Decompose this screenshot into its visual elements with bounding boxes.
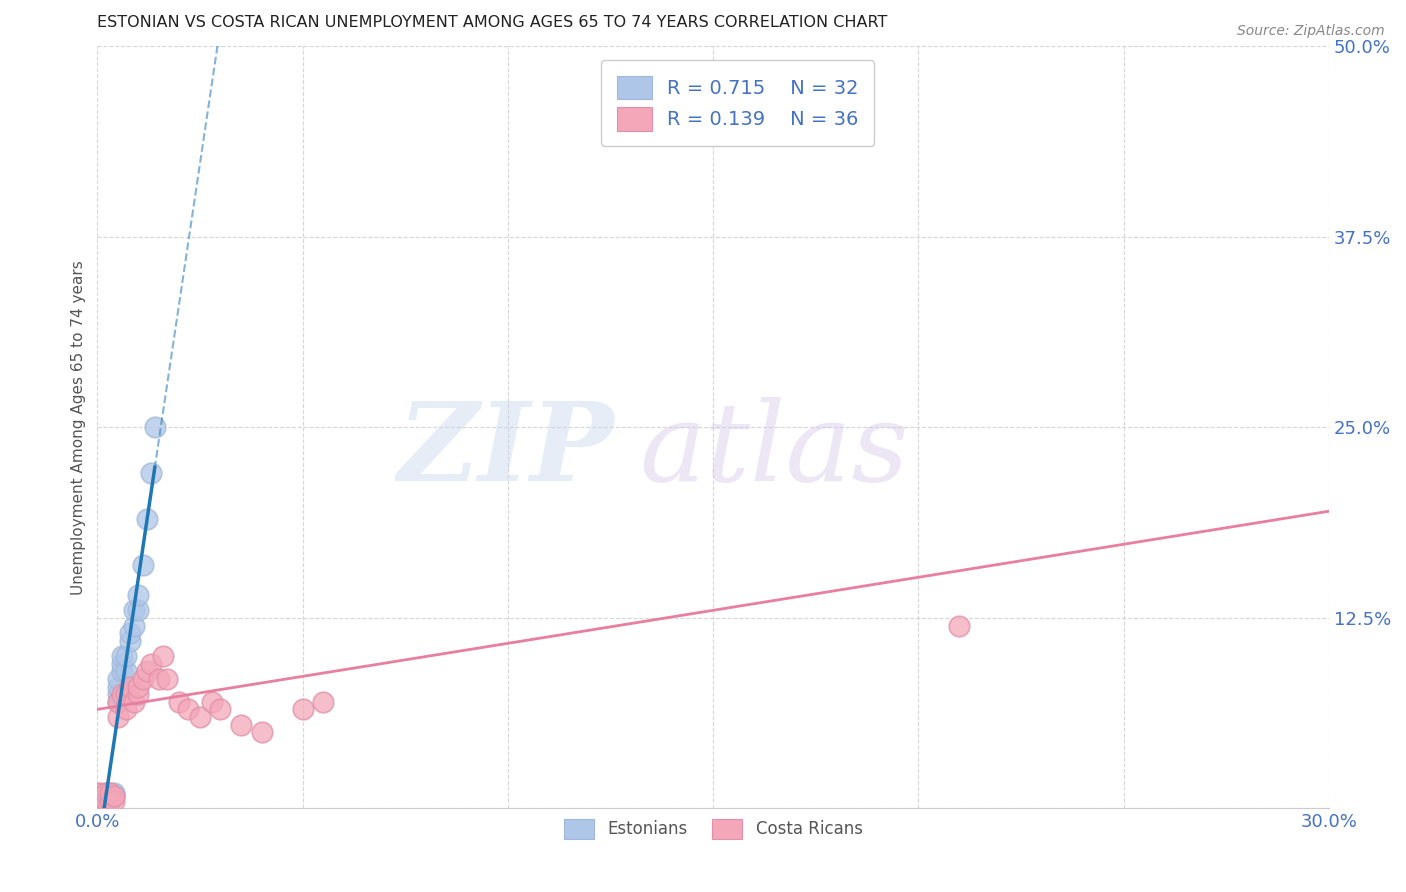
Point: [94, 794, 117, 808]
Point: [98, 786, 121, 800]
Point: [111, 648, 134, 663]
Text: atlas: atlas: [640, 397, 908, 504]
Point: [107, 695, 129, 709]
Point: [98, 790, 121, 805]
Point: [86, 786, 108, 800]
Point: [209, 702, 232, 716]
Point: [127, 687, 149, 701]
Point: [103, 786, 125, 800]
Point: [103, 789, 125, 804]
Point: [111, 657, 134, 671]
Point: [98, 788, 121, 802]
Point: [107, 672, 129, 686]
Point: [111, 665, 134, 679]
Text: ESTONIAN VS COSTA RICAN UNEMPLOYMENT AMONG AGES 65 TO 74 YEARS CORRELATION CHART: ESTONIAN VS COSTA RICAN UNEMPLOYMENT AMO…: [97, 15, 887, 30]
Point: [291, 702, 314, 716]
Text: ZIP: ZIP: [398, 397, 614, 504]
Point: [139, 466, 162, 480]
Point: [90, 786, 112, 800]
Point: [948, 618, 970, 632]
Point: [124, 695, 146, 709]
Point: [90, 789, 112, 804]
Point: [115, 648, 138, 663]
Point: [94, 789, 117, 804]
Point: [250, 725, 273, 739]
Point: [124, 603, 146, 617]
Point: [127, 603, 149, 617]
Point: [98, 786, 121, 800]
Point: [131, 558, 153, 572]
Point: [120, 680, 142, 694]
Point: [120, 633, 142, 648]
Point: [156, 672, 179, 686]
Point: [120, 626, 142, 640]
Point: [152, 648, 174, 663]
Legend: Estonians, Costa Ricans: Estonians, Costa Ricans: [557, 812, 869, 846]
Point: [86, 794, 108, 808]
Point: [94, 792, 117, 806]
Point: [107, 680, 129, 694]
Point: [98, 794, 121, 808]
Point: [107, 687, 129, 701]
Point: [94, 786, 117, 800]
Point: [115, 702, 138, 716]
Point: [90, 789, 112, 804]
Point: [103, 789, 125, 804]
Point: [86, 794, 108, 808]
Point: [124, 618, 146, 632]
Point: [312, 695, 335, 709]
Point: [115, 687, 138, 701]
Point: [127, 588, 149, 602]
Point: [94, 786, 117, 800]
Point: [111, 687, 134, 701]
Point: [107, 695, 129, 709]
Point: [148, 672, 170, 686]
Point: [169, 695, 191, 709]
Point: [90, 794, 112, 808]
Y-axis label: Unemployment Among Ages 65 to 74 years: Unemployment Among Ages 65 to 74 years: [72, 260, 86, 595]
Point: [201, 695, 224, 709]
Point: [98, 789, 121, 804]
Point: [90, 794, 112, 808]
Point: [143, 420, 166, 434]
Point: [131, 672, 153, 686]
Point: [107, 710, 129, 724]
Point: [139, 657, 162, 671]
Point: [115, 665, 138, 679]
Point: [103, 788, 125, 802]
Point: [188, 710, 211, 724]
Point: [135, 512, 157, 526]
Point: [176, 702, 198, 716]
Text: Source: ZipAtlas.com: Source: ZipAtlas.com: [1237, 24, 1385, 38]
Point: [229, 717, 252, 731]
Point: [127, 680, 149, 694]
Point: [103, 794, 125, 808]
Point: [135, 665, 157, 679]
